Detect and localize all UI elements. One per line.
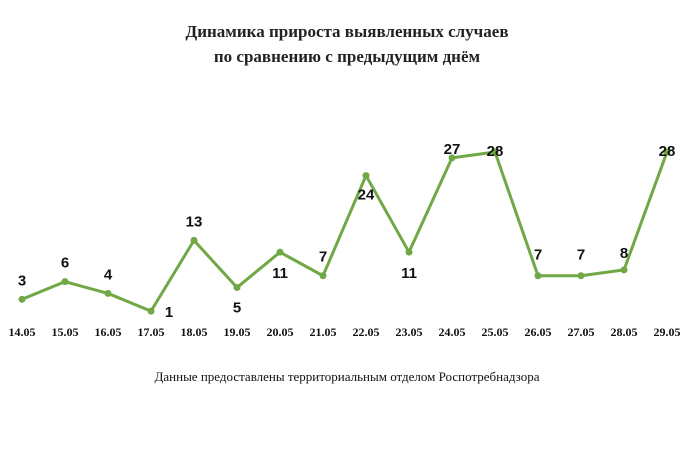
data-point	[362, 172, 370, 180]
x-tick-label: 20.05	[267, 325, 294, 339]
data-point	[663, 148, 671, 156]
data-point	[577, 272, 585, 280]
data-label: 11	[401, 265, 417, 282]
data-point	[190, 236, 198, 244]
data-label: 5	[233, 300, 241, 317]
data-line	[21, 150, 669, 313]
data-label: 8	[620, 245, 628, 262]
data-point	[104, 289, 112, 297]
data-label: 3	[18, 272, 26, 289]
data-label: 11	[272, 265, 288, 282]
x-tick-label: 17.05	[138, 325, 165, 339]
data-point	[319, 272, 327, 280]
x-tick-label: 21.05	[310, 325, 337, 339]
data-label: 6	[61, 255, 69, 272]
x-tick-label: 25.05	[482, 325, 509, 339]
data-label: 28	[659, 143, 676, 160]
chart-title: Динамика прироста выявленных случаев	[186, 22, 509, 41]
data-label: 28	[487, 143, 504, 160]
data-label: 27	[444, 141, 461, 158]
data-label: 13	[186, 213, 203, 230]
x-tick-label: 23.05	[396, 325, 423, 339]
x-tick-label: 27.05	[568, 325, 595, 339]
data-label: 4	[104, 266, 113, 283]
data-point	[405, 248, 413, 256]
x-tick-label: 26.05	[525, 325, 552, 339]
data-point	[491, 148, 499, 156]
data-label: 7	[534, 247, 542, 264]
data-point	[233, 284, 241, 292]
x-tick-label: 16.05	[95, 325, 122, 339]
data-point	[534, 272, 542, 280]
x-tick-label: 28.05	[611, 325, 638, 339]
data-label: 1	[165, 304, 173, 321]
x-tick-label: 18.05	[181, 325, 208, 339]
chart-subtitle: по сравнению с предыдущим днём	[214, 47, 481, 66]
data-point	[620, 266, 628, 274]
x-tick-label: 22.05	[353, 325, 380, 339]
x-tick-label: 29.05	[654, 325, 681, 339]
data-label: 7	[577, 247, 585, 264]
data-point	[147, 307, 155, 315]
data-point	[448, 154, 456, 162]
data-label: 24	[358, 187, 375, 204]
data-label: 7	[319, 249, 327, 266]
x-tick-label: 19.05	[224, 325, 251, 339]
data-point	[61, 278, 69, 286]
x-tick-label: 24.05	[439, 325, 466, 339]
data-point	[276, 248, 284, 256]
footnote: Данные предоставлены территориальным отд…	[155, 369, 540, 384]
x-tick-label: 14.05	[9, 325, 36, 339]
x-tick-label: 15.05	[52, 325, 79, 339]
data-point	[18, 295, 26, 303]
